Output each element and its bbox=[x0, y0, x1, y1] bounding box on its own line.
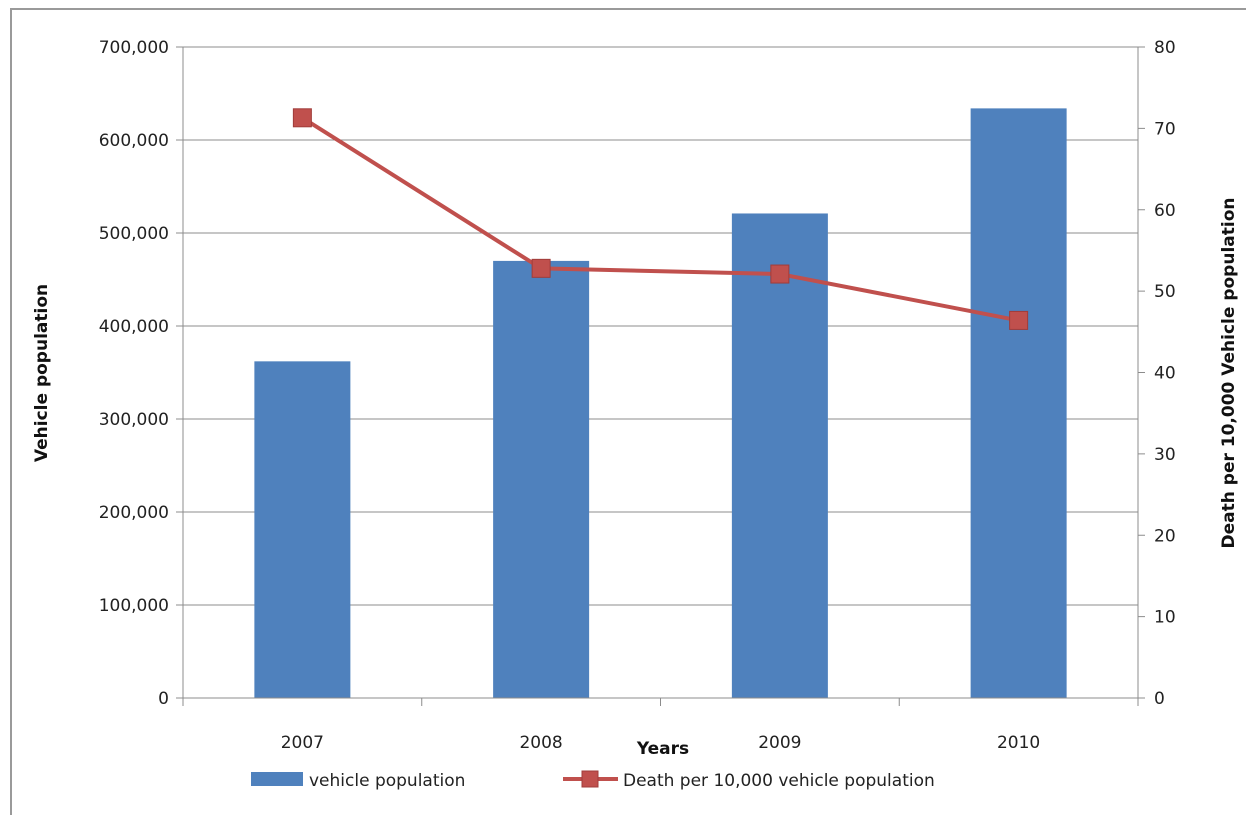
x-tick-label: 2009 bbox=[758, 733, 801, 753]
y-right-tick-label: 50 bbox=[1154, 282, 1176, 302]
line-point bbox=[770, 264, 790, 284]
bar bbox=[493, 260, 590, 698]
y-left-tick-label: 0 bbox=[158, 689, 169, 709]
legend-bar-swatch bbox=[251, 772, 303, 786]
y-right-tick-label: 30 bbox=[1154, 445, 1176, 465]
bar-series bbox=[254, 108, 1067, 698]
y-right-tick-label: 0 bbox=[1154, 689, 1165, 709]
y-left-tick-label: 100,000 bbox=[99, 596, 169, 616]
tick-labels: 0 100,000 200,000 300,000 400,000 500,000 600,… bbox=[99, 38, 1176, 753]
line-point bbox=[531, 258, 551, 278]
y-left-tick-label: 400,000 bbox=[99, 317, 169, 337]
line-point bbox=[1009, 310, 1029, 330]
legend-line-label: Death per 10,000 vehicle population bbox=[623, 771, 935, 791]
y-left-axis-title: Vehicle population bbox=[32, 284, 52, 462]
y-left-tick-label: 500,000 bbox=[99, 224, 169, 244]
y-right-axis-title: Death per 10,000 Vehicle population bbox=[1219, 198, 1239, 549]
y-left-tick-label: 600,000 bbox=[99, 131, 169, 151]
y-left-tick-label: 200,000 bbox=[99, 503, 169, 523]
x-tick-label: 2010 bbox=[997, 733, 1040, 753]
chart-frame bbox=[10, 8, 1246, 815]
legend-line-marker bbox=[581, 770, 599, 788]
bar bbox=[970, 108, 1067, 698]
series-line bbox=[301, 116, 1020, 323]
legend-bar-label: vehicle population bbox=[309, 771, 465, 791]
y-right-tick-label: 80 bbox=[1154, 38, 1176, 58]
bar bbox=[254, 361, 351, 698]
y-right-tick-label: 20 bbox=[1154, 526, 1176, 546]
x-tick-label: 2008 bbox=[519, 733, 562, 753]
bar bbox=[731, 213, 828, 698]
y-right-tick-label: 10 bbox=[1154, 608, 1176, 628]
y-right-tick-label: 60 bbox=[1154, 201, 1176, 221]
line-point bbox=[292, 108, 312, 128]
x-tick-label: 2007 bbox=[281, 733, 324, 753]
y-right-tick-label: 40 bbox=[1154, 364, 1176, 384]
legend: vehicle population Death per 10,000 vehi… bbox=[251, 770, 935, 791]
y-left-tick-label: 700,000 bbox=[99, 38, 169, 58]
y-right-tick-label: 70 bbox=[1154, 119, 1176, 139]
x-axis-title: Years bbox=[636, 739, 689, 759]
axes bbox=[176, 46, 1145, 706]
line-series bbox=[292, 108, 1029, 330]
y-left-tick-label: 300,000 bbox=[99, 410, 169, 430]
